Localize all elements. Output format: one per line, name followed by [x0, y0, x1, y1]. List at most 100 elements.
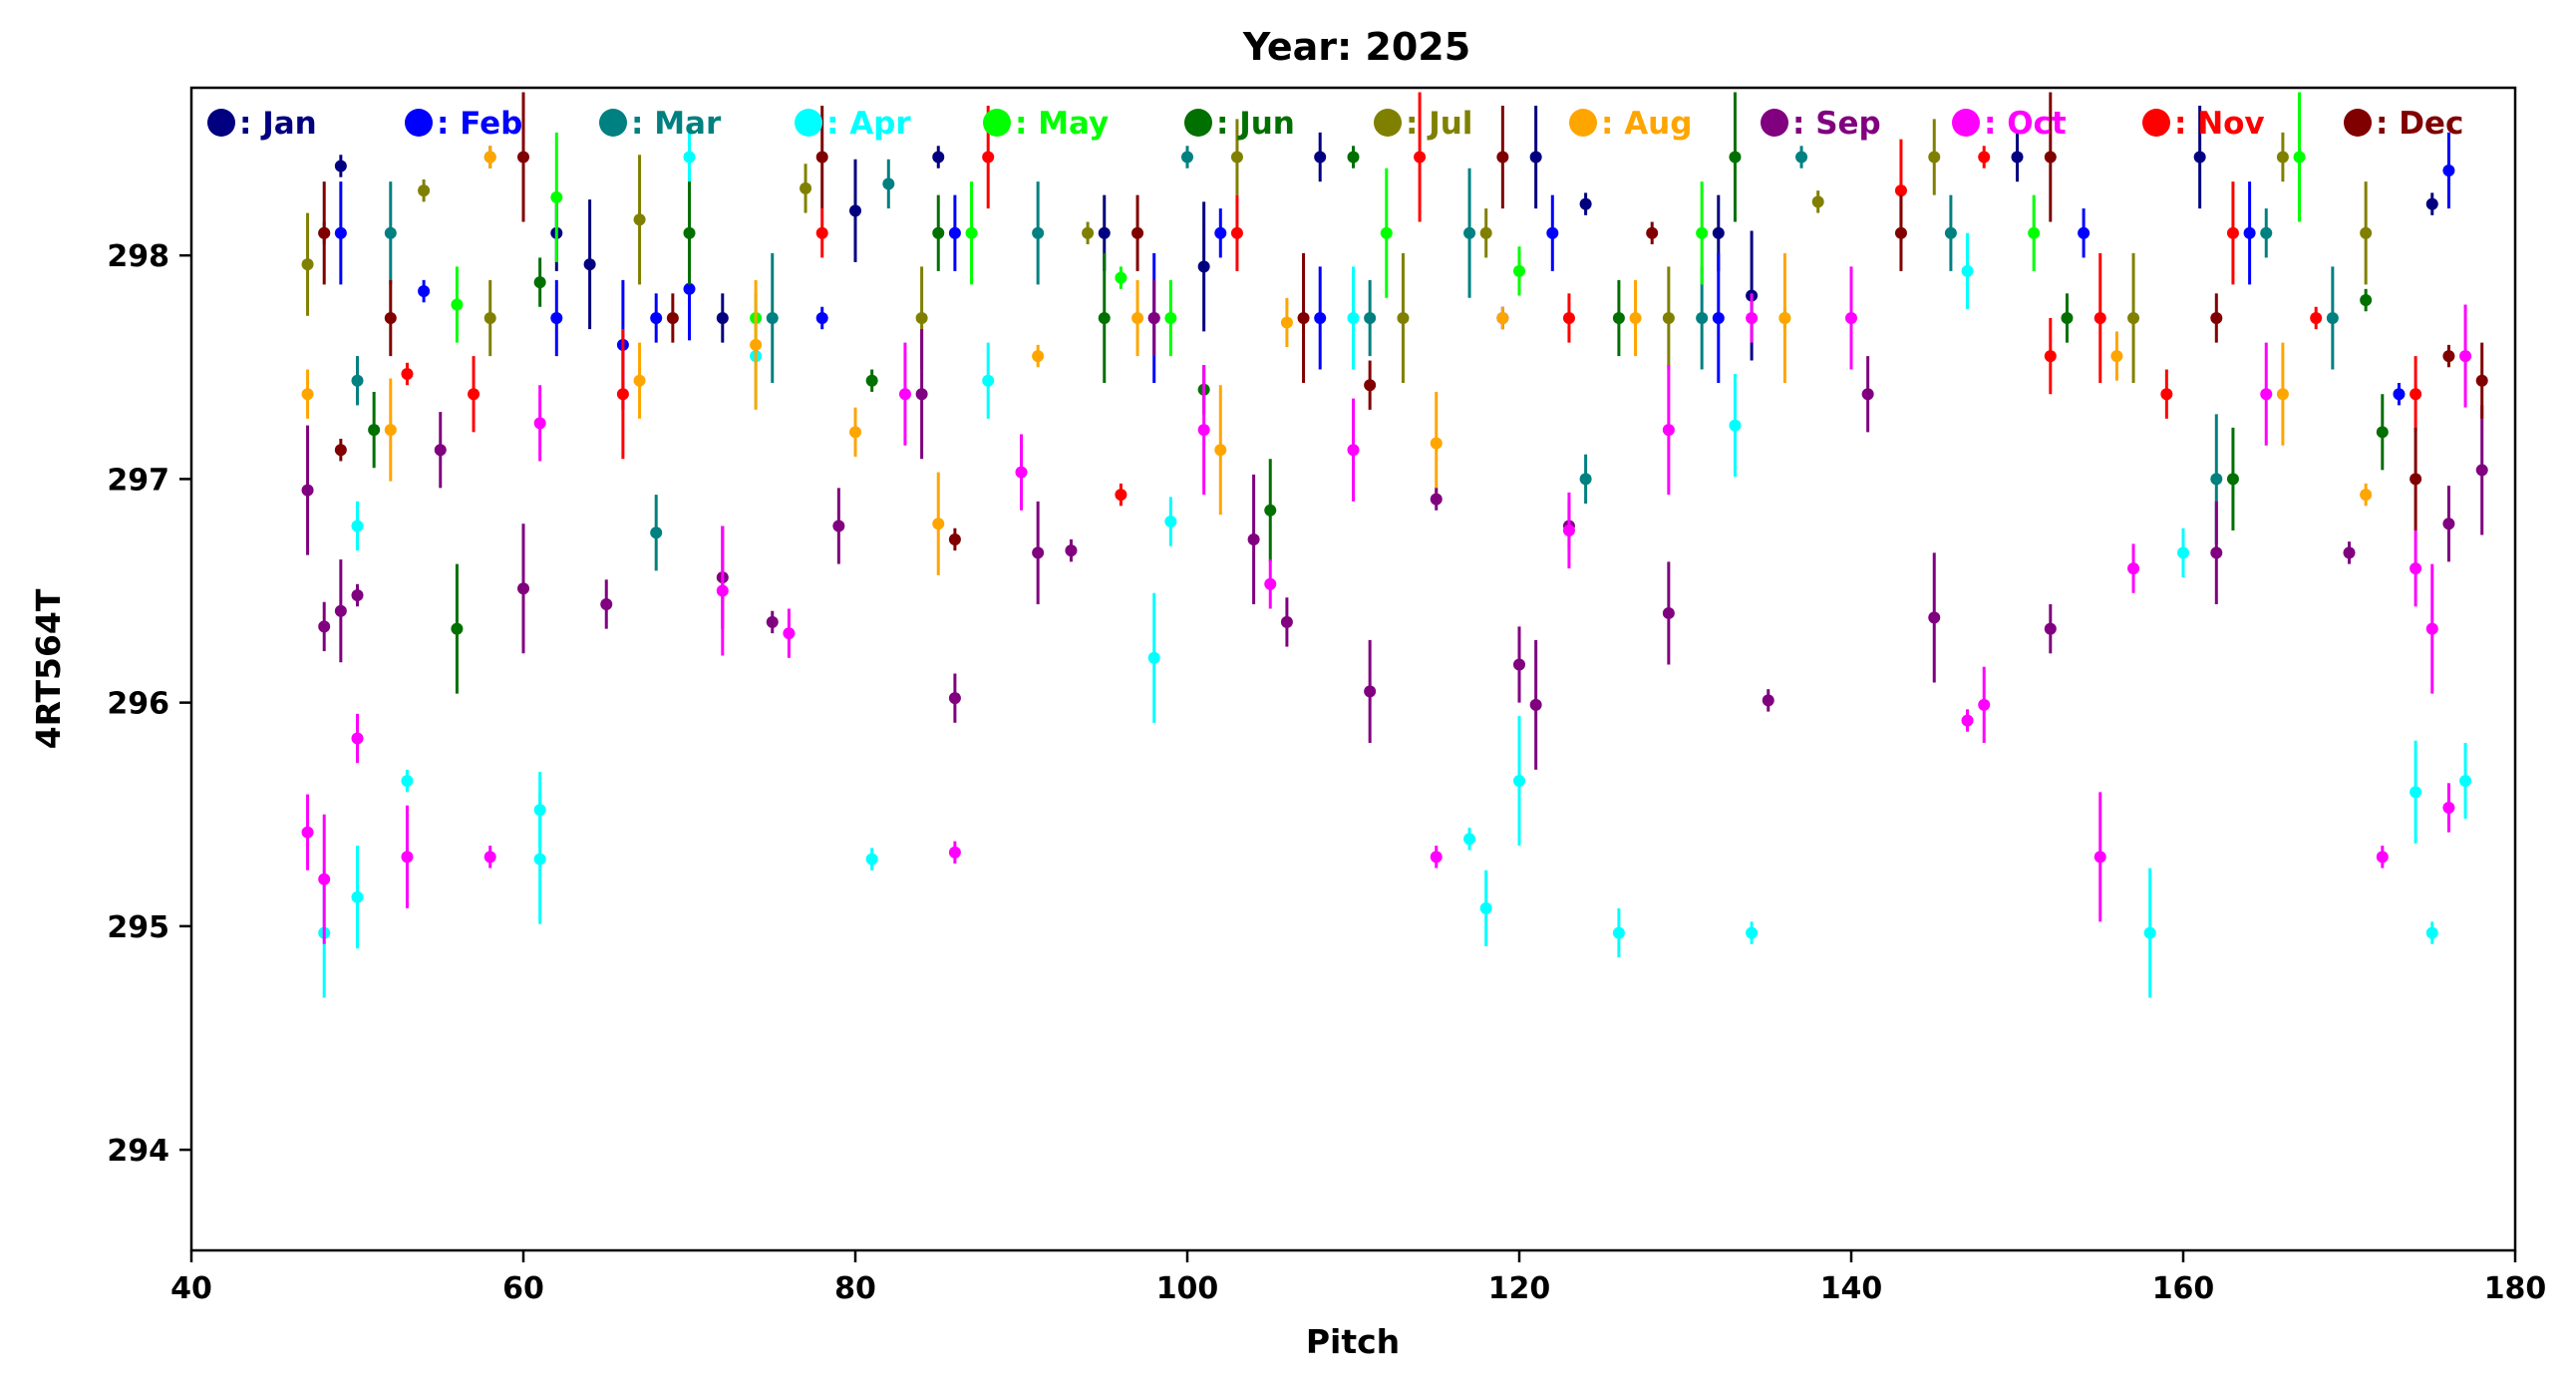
data-point [1662, 311, 1675, 324]
data-point [318, 226, 331, 239]
data-point [434, 444, 447, 457]
data-point [849, 204, 861, 217]
data-point [865, 853, 878, 866]
x-axis-label: Pitch [1306, 1322, 1400, 1361]
data-point [1612, 311, 1625, 324]
data-point [351, 520, 364, 532]
data-point [683, 151, 696, 164]
data-point [2360, 294, 2373, 307]
data-point [1579, 473, 1592, 486]
data-point [716, 584, 729, 597]
data-point [633, 374, 646, 387]
data-point [1098, 311, 1111, 324]
data-point [1746, 926, 1759, 939]
data-point [1894, 184, 1907, 197]
data-point [2127, 562, 2140, 575]
data-point [2093, 311, 2106, 324]
data-point [2360, 226, 2373, 239]
data-point [2410, 473, 2422, 486]
data-point [982, 374, 995, 387]
x-tick-label: 100 [1156, 1271, 1219, 1306]
y-tick-label: 297 [107, 463, 169, 498]
data-point [1662, 606, 1675, 619]
data-point [1529, 151, 1542, 164]
data-point [2360, 489, 2373, 502]
data-point [334, 160, 347, 173]
data-point [418, 285, 431, 298]
data-point [1696, 226, 1709, 239]
data-point [351, 732, 364, 745]
legend-entry: : Jan [239, 106, 317, 142]
data-point [1131, 311, 1144, 324]
data-point [1662, 424, 1675, 437]
data-point [1147, 311, 1160, 324]
data-point [468, 388, 481, 401]
data-point [1513, 264, 1525, 277]
y-tick-label: 294 [107, 1134, 169, 1169]
data-point [766, 615, 779, 628]
y-tick-label: 296 [107, 687, 169, 722]
data-point [2044, 350, 2057, 363]
data-point [2143, 926, 2156, 939]
data-point [1164, 311, 1177, 324]
data-point [2425, 197, 2438, 210]
legend-entry: : May [1015, 106, 1109, 142]
data-point [1795, 151, 1808, 164]
data-point [1944, 226, 1957, 239]
data-point [1181, 151, 1193, 164]
data-point [2011, 151, 2024, 164]
data-point [1430, 437, 1443, 450]
data-point [1230, 151, 1243, 164]
data-point [2410, 388, 2422, 401]
legend-marker [1952, 109, 1980, 137]
data-point [1629, 311, 1642, 324]
data-point [483, 311, 496, 324]
data-point [2442, 164, 2455, 176]
data-point [2276, 151, 2289, 164]
data-point [948, 532, 961, 545]
legend-marker [983, 109, 1011, 137]
x-tick-label: 160 [2152, 1271, 2215, 1306]
data-point [1347, 444, 1360, 457]
legend-entry: : Oct [1984, 106, 2067, 142]
data-point [517, 151, 529, 164]
data-point [1380, 226, 1393, 239]
data-point [1297, 311, 1310, 324]
data-point [832, 520, 845, 532]
legend-marker [2142, 109, 2170, 137]
data-point [334, 226, 347, 239]
data-point [2044, 622, 2057, 635]
data-point [334, 604, 347, 617]
data-point [401, 851, 414, 864]
legend-entry: : Jul [1406, 106, 1472, 142]
data-point [1230, 226, 1243, 239]
data-point [1098, 226, 1111, 239]
data-point [2293, 151, 2306, 164]
data-point [1314, 151, 1327, 164]
data-point [2459, 350, 2472, 363]
y-tick-label: 295 [107, 910, 169, 945]
data-point [1164, 516, 1177, 528]
data-point [683, 282, 696, 295]
data-point [948, 692, 961, 705]
data-point [1612, 926, 1625, 939]
data-point [2110, 350, 2123, 363]
data-point [1032, 226, 1045, 239]
data-point [1928, 151, 1941, 164]
data-point [301, 258, 314, 271]
data-point [583, 258, 596, 271]
data-point [384, 311, 397, 324]
legend-entry: : Feb [437, 106, 522, 142]
legend-marker [207, 109, 235, 137]
legend-entry: : Mar [631, 106, 722, 142]
x-tick-label: 120 [1488, 1271, 1551, 1306]
data-point [616, 388, 629, 401]
data-point [815, 311, 828, 324]
data-point [683, 226, 696, 239]
y-axis-label: 4RT564T [29, 588, 68, 749]
data-point [2127, 311, 2140, 324]
data-point [2326, 311, 2339, 324]
data-point [2177, 546, 2189, 559]
data-point [2210, 546, 2223, 559]
data-point [1894, 226, 1907, 239]
